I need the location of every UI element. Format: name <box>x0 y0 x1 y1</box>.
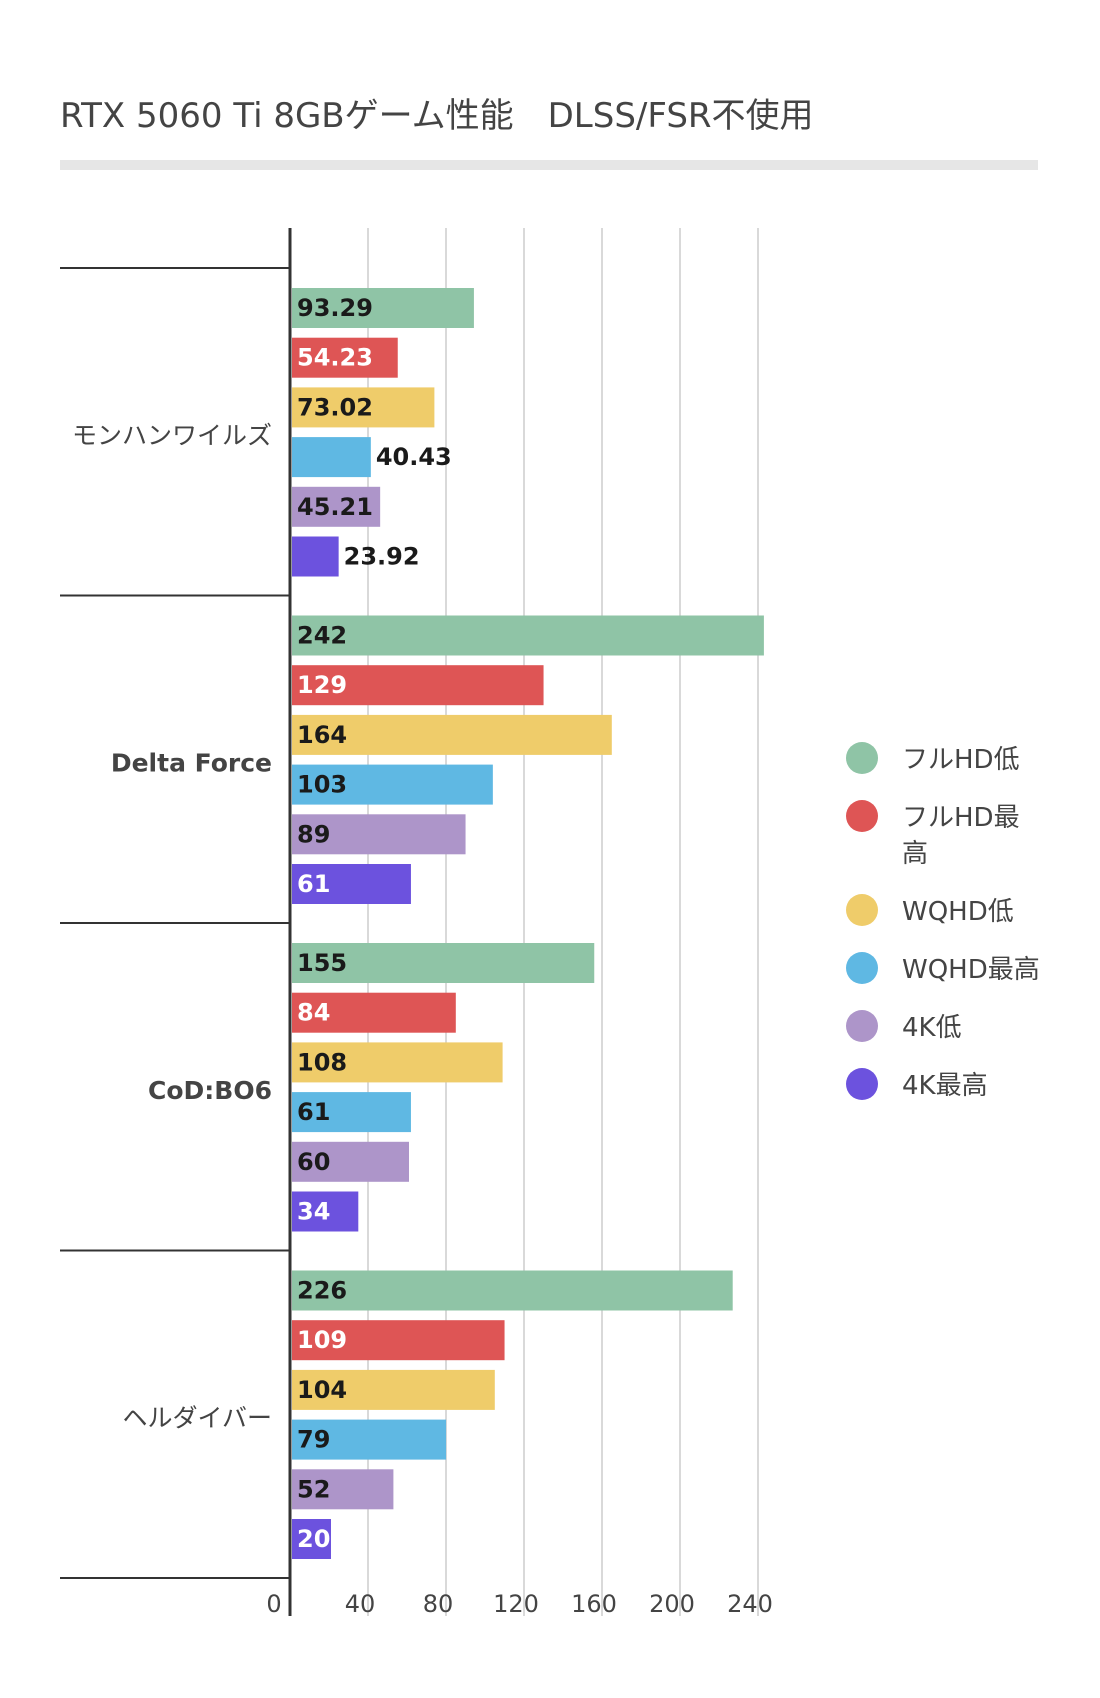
bar <box>292 1369 495 1410</box>
bar <box>292 288 474 328</box>
data-label: 84 <box>297 999 330 1027</box>
bar <box>292 337 398 378</box>
bar <box>292 665 544 706</box>
data-label: 54.23 <box>297 344 373 372</box>
bar <box>292 864 411 904</box>
data-label: 52 <box>297 1475 330 1503</box>
data-label: 73.02 <box>297 393 373 421</box>
x-tick-label: 40 <box>345 1590 376 1618</box>
bar <box>292 615 764 656</box>
bar <box>292 1519 331 1559</box>
bar <box>292 1320 505 1361</box>
data-label: 61 <box>297 1098 330 1126</box>
legend-label: フルHD最高 <box>902 803 1020 869</box>
bar <box>292 714 612 755</box>
x-tick-label: 200 <box>649 1590 695 1618</box>
data-label: 23.92 <box>344 543 420 571</box>
x-tick-label: 120 <box>493 1590 539 1618</box>
x-tick-label: 240 <box>727 1590 773 1618</box>
bar <box>292 1469 394 1510</box>
bar <box>292 1191 359 1232</box>
legend-item-4k-max: 4K最高 <box>846 1068 1076 1104</box>
data-label: 155 <box>297 949 347 977</box>
legend-swatch <box>846 952 878 984</box>
data-label: 93.29 <box>297 294 373 322</box>
category-label: ヘルダイバー <box>122 1403 272 1432</box>
bar <box>292 1141 409 1182</box>
data-label: 40.43 <box>376 443 452 471</box>
category-label: CoD:BO6 <box>148 1076 272 1105</box>
bar <box>292 1270 733 1311</box>
legend-item-fullhd-max: フルHD最高 <box>846 800 1076 872</box>
legend-label: フルHD低 <box>902 745 1020 775</box>
bar <box>292 437 371 478</box>
bar <box>292 764 493 805</box>
bar <box>292 1092 411 1133</box>
data-label: 129 <box>297 671 347 699</box>
data-label: 103 <box>297 771 347 799</box>
bar <box>292 387 435 428</box>
bar <box>292 486 381 527</box>
legend-swatch <box>846 894 878 926</box>
legend-swatch <box>846 1068 878 1100</box>
title-divider <box>60 160 1038 170</box>
bar <box>292 536 339 577</box>
data-label: 242 <box>297 622 347 650</box>
bar <box>292 943 595 983</box>
category-label: Delta Force <box>111 748 272 777</box>
category-label: モンハンワイルズ <box>72 421 272 450</box>
legend-label: 4K低 <box>902 1013 962 1043</box>
legend-item-wqhd-low: WQHD低 <box>846 894 1076 930</box>
bar <box>292 1042 503 1083</box>
bar <box>292 992 456 1033</box>
data-label: 60 <box>297 1148 330 1176</box>
data-label: 108 <box>297 1048 347 1076</box>
data-label: 45.21 <box>297 493 373 521</box>
x-tick-label: 160 <box>571 1590 617 1618</box>
data-label: 34 <box>297 1198 330 1226</box>
x-tick-label: 80 <box>423 1590 454 1618</box>
legend-swatch <box>846 742 878 774</box>
x-tick-label: 0 <box>266 1590 281 1618</box>
data-label: 104 <box>297 1376 347 1404</box>
legend-label: WQHD最高 <box>902 955 1040 985</box>
legend-label: 4K最高 <box>902 1071 988 1101</box>
legend-label: WQHD低 <box>902 897 1014 927</box>
data-label: 109 <box>297 1326 347 1354</box>
chart-legend: フルHD低 フルHD最高 WQHD低 WQHD最高 4K低 4K最高 <box>846 742 1076 1126</box>
legend-item-fullhd-low: フルHD低 <box>846 742 1076 778</box>
data-label: 226 <box>297 1277 347 1305</box>
data-label: 61 <box>297 870 330 898</box>
chart-title: RTX 5060 Ti 8GBゲーム性能 DLSS/FSR不使用 <box>60 96 814 136</box>
data-label: 20 <box>297 1525 330 1553</box>
legend-item-wqhd-max: WQHD最高 <box>846 952 1076 988</box>
bar <box>292 1419 447 1460</box>
data-label: 89 <box>297 820 330 848</box>
legend-swatch <box>846 800 878 832</box>
data-label: 164 <box>297 721 347 749</box>
bar <box>292 814 466 855</box>
legend-swatch <box>846 1010 878 1042</box>
legend-item-4k-low: 4K低 <box>846 1010 1076 1046</box>
data-label: 79 <box>297 1426 330 1454</box>
